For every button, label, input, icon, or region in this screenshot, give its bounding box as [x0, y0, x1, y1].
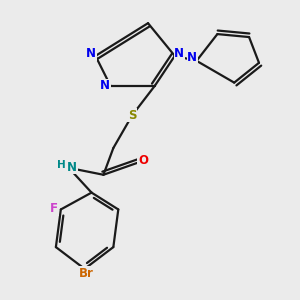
Text: N: N — [174, 47, 184, 60]
Text: N: N — [86, 47, 96, 60]
Text: Br: Br — [79, 267, 94, 280]
Text: H: H — [57, 160, 66, 170]
Text: F: F — [50, 202, 58, 215]
Text: S: S — [128, 109, 136, 122]
Text: N: N — [187, 51, 197, 64]
Text: N: N — [100, 79, 110, 92]
Text: O: O — [138, 154, 148, 167]
Text: N: N — [67, 161, 77, 174]
